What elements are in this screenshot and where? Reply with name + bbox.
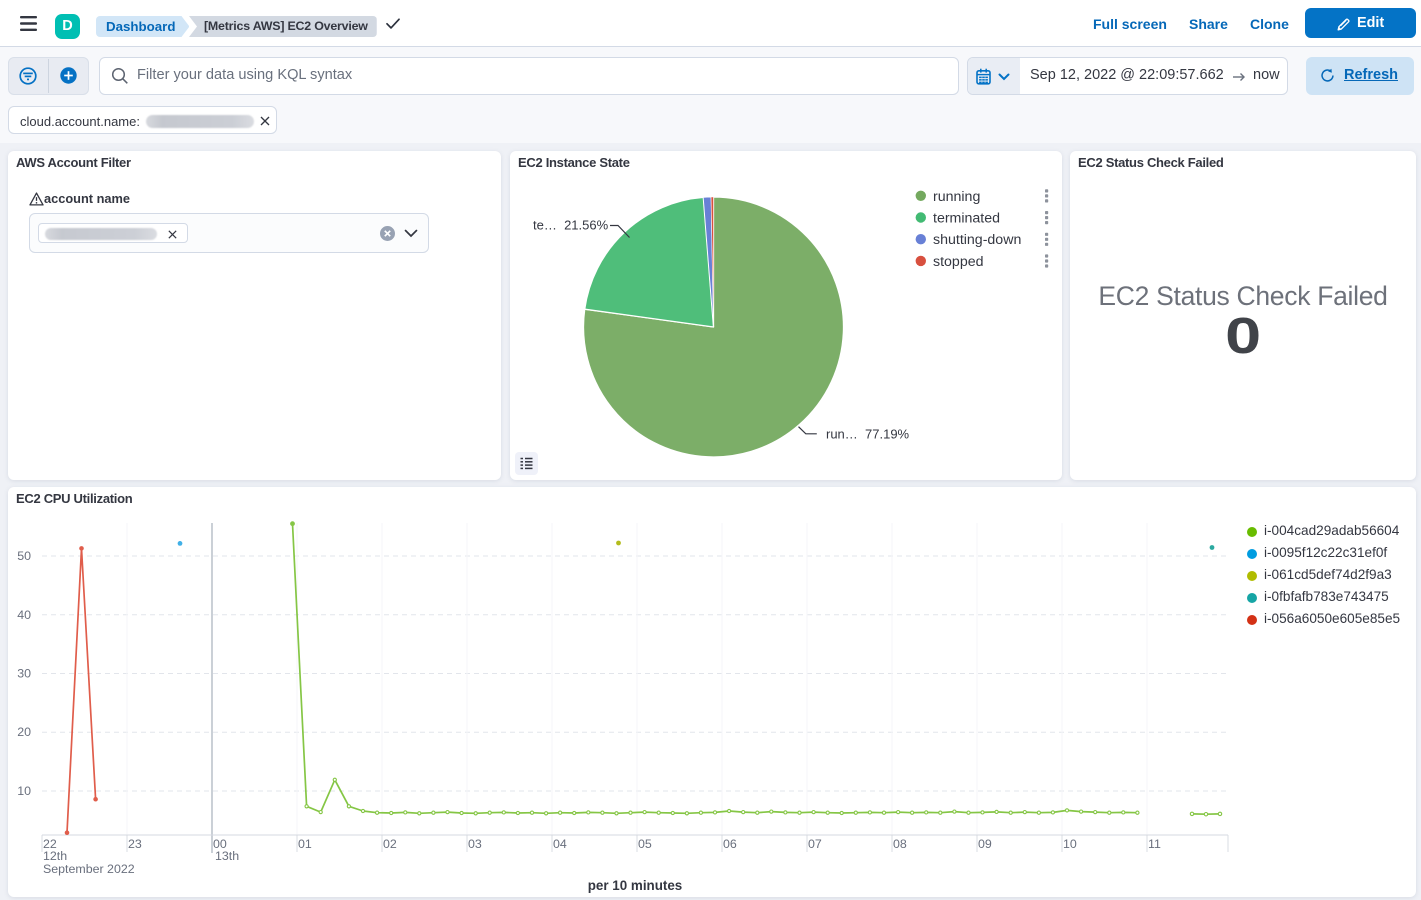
svg-text:te… 21.56%: te… 21.56% bbox=[533, 218, 609, 233]
svg-text:00: 00 bbox=[213, 837, 227, 851]
svg-text:12th: 12th bbox=[43, 849, 67, 863]
svg-text:06: 06 bbox=[723, 837, 737, 851]
svg-text:08: 08 bbox=[893, 837, 907, 851]
svg-text:shutting-down: shutting-down bbox=[933, 232, 1021, 248]
svg-text:01: 01 bbox=[298, 837, 312, 851]
svg-text:stopped: stopped bbox=[933, 254, 984, 270]
svg-text:run… 77.19%: run… 77.19% bbox=[826, 427, 910, 442]
svg-text:running: running bbox=[933, 189, 980, 205]
svg-text:terminated: terminated bbox=[933, 211, 1000, 227]
svg-text:11: 11 bbox=[1148, 837, 1161, 851]
svg-text:13th: 13th bbox=[215, 849, 239, 863]
svg-text:50: 50 bbox=[17, 549, 31, 563]
svg-text:30: 30 bbox=[17, 667, 31, 681]
svg-text:22: 22 bbox=[43, 837, 57, 851]
svg-text:40: 40 bbox=[17, 608, 31, 622]
svg-text:07: 07 bbox=[808, 837, 822, 851]
svg-text:20: 20 bbox=[17, 725, 31, 739]
svg-text:10: 10 bbox=[1063, 837, 1077, 851]
svg-text:05: 05 bbox=[638, 837, 652, 851]
svg-text:23: 23 bbox=[128, 837, 142, 851]
svg-text:02: 02 bbox=[383, 837, 397, 851]
svg-text:September 2022: September 2022 bbox=[43, 862, 135, 876]
svg-text:04: 04 bbox=[553, 837, 567, 851]
svg-text:09: 09 bbox=[978, 837, 992, 851]
svg-text:10: 10 bbox=[17, 784, 31, 798]
svg-text:03: 03 bbox=[468, 837, 482, 851]
